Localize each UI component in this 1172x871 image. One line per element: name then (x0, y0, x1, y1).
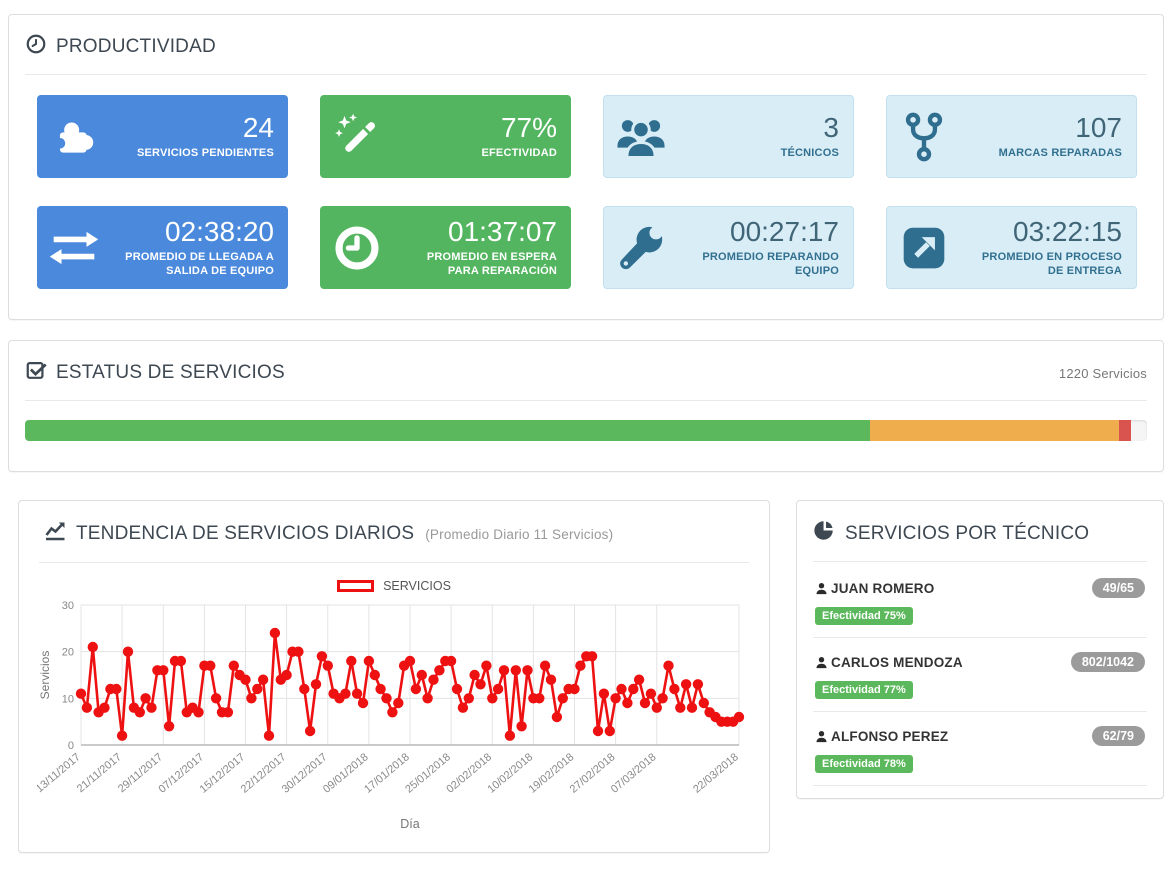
stat-card-efectividad: 77% EFECTIVIDAD (320, 95, 571, 178)
services-count-badge: 49/65 (1091, 578, 1145, 598)
stat-label: EFECTIVIDAD (481, 146, 557, 159)
stat-card-promedio-reparando: 00:27:17 PROMEDIO REPARANDO EQUIPO (603, 206, 854, 289)
svg-text:Servicios: Servicios (38, 651, 52, 700)
legend-label: SERVICIOS (383, 579, 451, 593)
stat-value: 77% (500, 111, 557, 143)
stat-card-promedio-llegada-salida: 02:38:20 PROMEDIO DE LLEGADA A SALIDA DE… (37, 206, 288, 289)
divider (813, 561, 1147, 562)
status-progress-segment (869, 420, 1119, 441)
chart-legend[interactable]: SERVICIOS (19, 579, 769, 593)
check-square-icon (25, 359, 47, 387)
stat-label: PROMEDIO REPARANDO EQUIPO (702, 250, 839, 278)
productividad-header: PRODUCTIVIDAD (9, 15, 1163, 61)
stat-card-promedio-espera: 01:37:07 PROMEDIO EN ESPERA PARA REPARAC… (320, 206, 571, 289)
magic-wand-icon (332, 112, 404, 162)
person-icon (816, 582, 827, 594)
stat-value: 3 (823, 111, 839, 143)
trend-chart-svg[interactable]: 010203013/11/201721/11/201729/11/201707/… (34, 595, 751, 833)
technician-row: ALFONSO PEREZ 62/79 Efectividad 78% (813, 712, 1147, 786)
panel-title: ESTATUS DE SERVICIOS (56, 362, 285, 383)
efectividad-badge: Efectividad 75% (815, 607, 913, 625)
technician-row: CARLOS MENDOZA 802/1042 Efectividad 77% (813, 638, 1147, 712)
status-progress-segment (1118, 420, 1132, 441)
legend-swatch (337, 580, 375, 592)
svg-text:Día: Día (400, 817, 420, 831)
svg-text:21/11/2017: 21/11/2017 (75, 751, 124, 795)
stat-value: 02:38:20 (165, 215, 274, 247)
tendencia-header: TENDENCIA DE SERVICIOS DIARIOS (Promedio… (19, 501, 769, 549)
technician-list: JUAN ROMERO 49/65 Efectividad 75% CARLOS… (797, 562, 1163, 786)
arrows-exchange-icon (49, 223, 121, 273)
stat-card-promedio-entrega: 03:22:15 PROMEDIO EN PROCESO DE ENTREGA (886, 206, 1137, 289)
panel-subtitle: (Promedio Diario 11 Servicios) (425, 526, 614, 542)
users-icon (616, 112, 688, 162)
code-fork-icon (899, 112, 971, 162)
person-icon (816, 656, 827, 668)
estatus-panel: ESTATUS DE SERVICIOS 1220 Servicios (8, 340, 1164, 472)
divider (25, 400, 1147, 401)
divider (25, 74, 1147, 75)
svg-text:07/03/2018: 07/03/2018 (609, 751, 659, 796)
stat-value: 107 (1075, 111, 1122, 143)
stat-label: MARCAS REPARADAS (998, 146, 1122, 159)
productividad-panel: PRODUCTIVIDAD 24 SERVICIOS PENDIENTES (8, 14, 1164, 320)
panel-title: PRODUCTIVIDAD (56, 36, 216, 57)
puzzle-icon (49, 112, 121, 162)
stat-value: 00:27:17 (730, 215, 839, 247)
svg-text:10: 10 (62, 693, 74, 705)
clock-icon (332, 223, 404, 273)
chart-area: 0 10 20 30 13/11/2017 21/11/2017 29/11/2017 07/… (19, 593, 769, 838)
bottom-row: TENDENCIA DE SERVICIOS DIARIOS (Promedio… (18, 500, 1164, 853)
stat-value: 24 (242, 111, 274, 143)
stat-label: SERVICIOS PENDIENTES (136, 146, 274, 159)
services-count-badge: 62/79 (1091, 726, 1145, 746)
external-link-icon (899, 223, 971, 273)
stat-card-marcas-reparadas: 107 MARCAS REPARADAS (886, 95, 1137, 178)
divider (39, 562, 749, 563)
technician-name: CARLOS MENDOZA (815, 655, 963, 670)
line-chart-icon (43, 519, 67, 549)
clock-icon (25, 33, 47, 61)
svg-text:0: 0 (68, 740, 74, 752)
total-services-label: 1220 Servicios (1058, 365, 1147, 381)
stat-label: PROMEDIO EN ESPERA PARA REPARACIÓN (426, 250, 557, 278)
tecnicos-header: SERVICIOS POR TÉCNICO (797, 501, 1163, 548)
stat-cards: 24 SERVICIOS PENDIENTES (9, 75, 1163, 319)
stat-card-tecnicos: 3 TÉCNICOS (603, 95, 854, 178)
pie-chart-icon (813, 519, 836, 548)
stat-card-servicios-pendientes: 24 SERVICIOS PENDIENTES (37, 95, 288, 178)
panel-title: SERVICIOS POR TÉCNICO (845, 522, 1090, 544)
services-count-badge: 802/1042 (1070, 652, 1145, 672)
efectividad-badge: Efectividad 77% (815, 681, 913, 699)
estatus-header: ESTATUS DE SERVICIOS 1220 Servicios (9, 341, 1163, 387)
technician-name: JUAN ROMERO (815, 581, 934, 596)
stat-value: 01:37:07 (448, 215, 557, 247)
tendencia-panel: TENDENCIA DE SERVICIOS DIARIOS (Promedio… (18, 500, 770, 853)
svg-text:22/03/2018: 22/03/2018 (691, 751, 741, 796)
svg-text:20: 20 (62, 647, 74, 659)
efectividad-badge: Efectividad 78% (815, 755, 913, 773)
tecnicos-panel: SERVICIOS POR TÉCNICO JUAN ROMERO 49/65 … (796, 500, 1164, 799)
svg-text:30: 30 (62, 600, 74, 612)
stat-value: 03:22:15 (1013, 215, 1122, 247)
stat-label: TÉCNICOS (780, 146, 839, 159)
panel-title: TENDENCIA DE SERVICIOS DIARIOS (76, 523, 415, 544)
wrench-icon (616, 223, 688, 273)
stat-label: PROMEDIO EN PROCESO DE ENTREGA (981, 250, 1122, 278)
technician-row: JUAN ROMERO 49/65 Efectividad 75% (813, 564, 1147, 638)
status-progress-segment (25, 420, 870, 441)
technician-name: ALFONSO PEREZ (815, 729, 948, 744)
stat-label: PROMEDIO DE LLEGADA A SALIDA DE EQUIPO (125, 250, 274, 278)
person-icon (816, 730, 827, 742)
status-progress-bar (25, 420, 1147, 441)
